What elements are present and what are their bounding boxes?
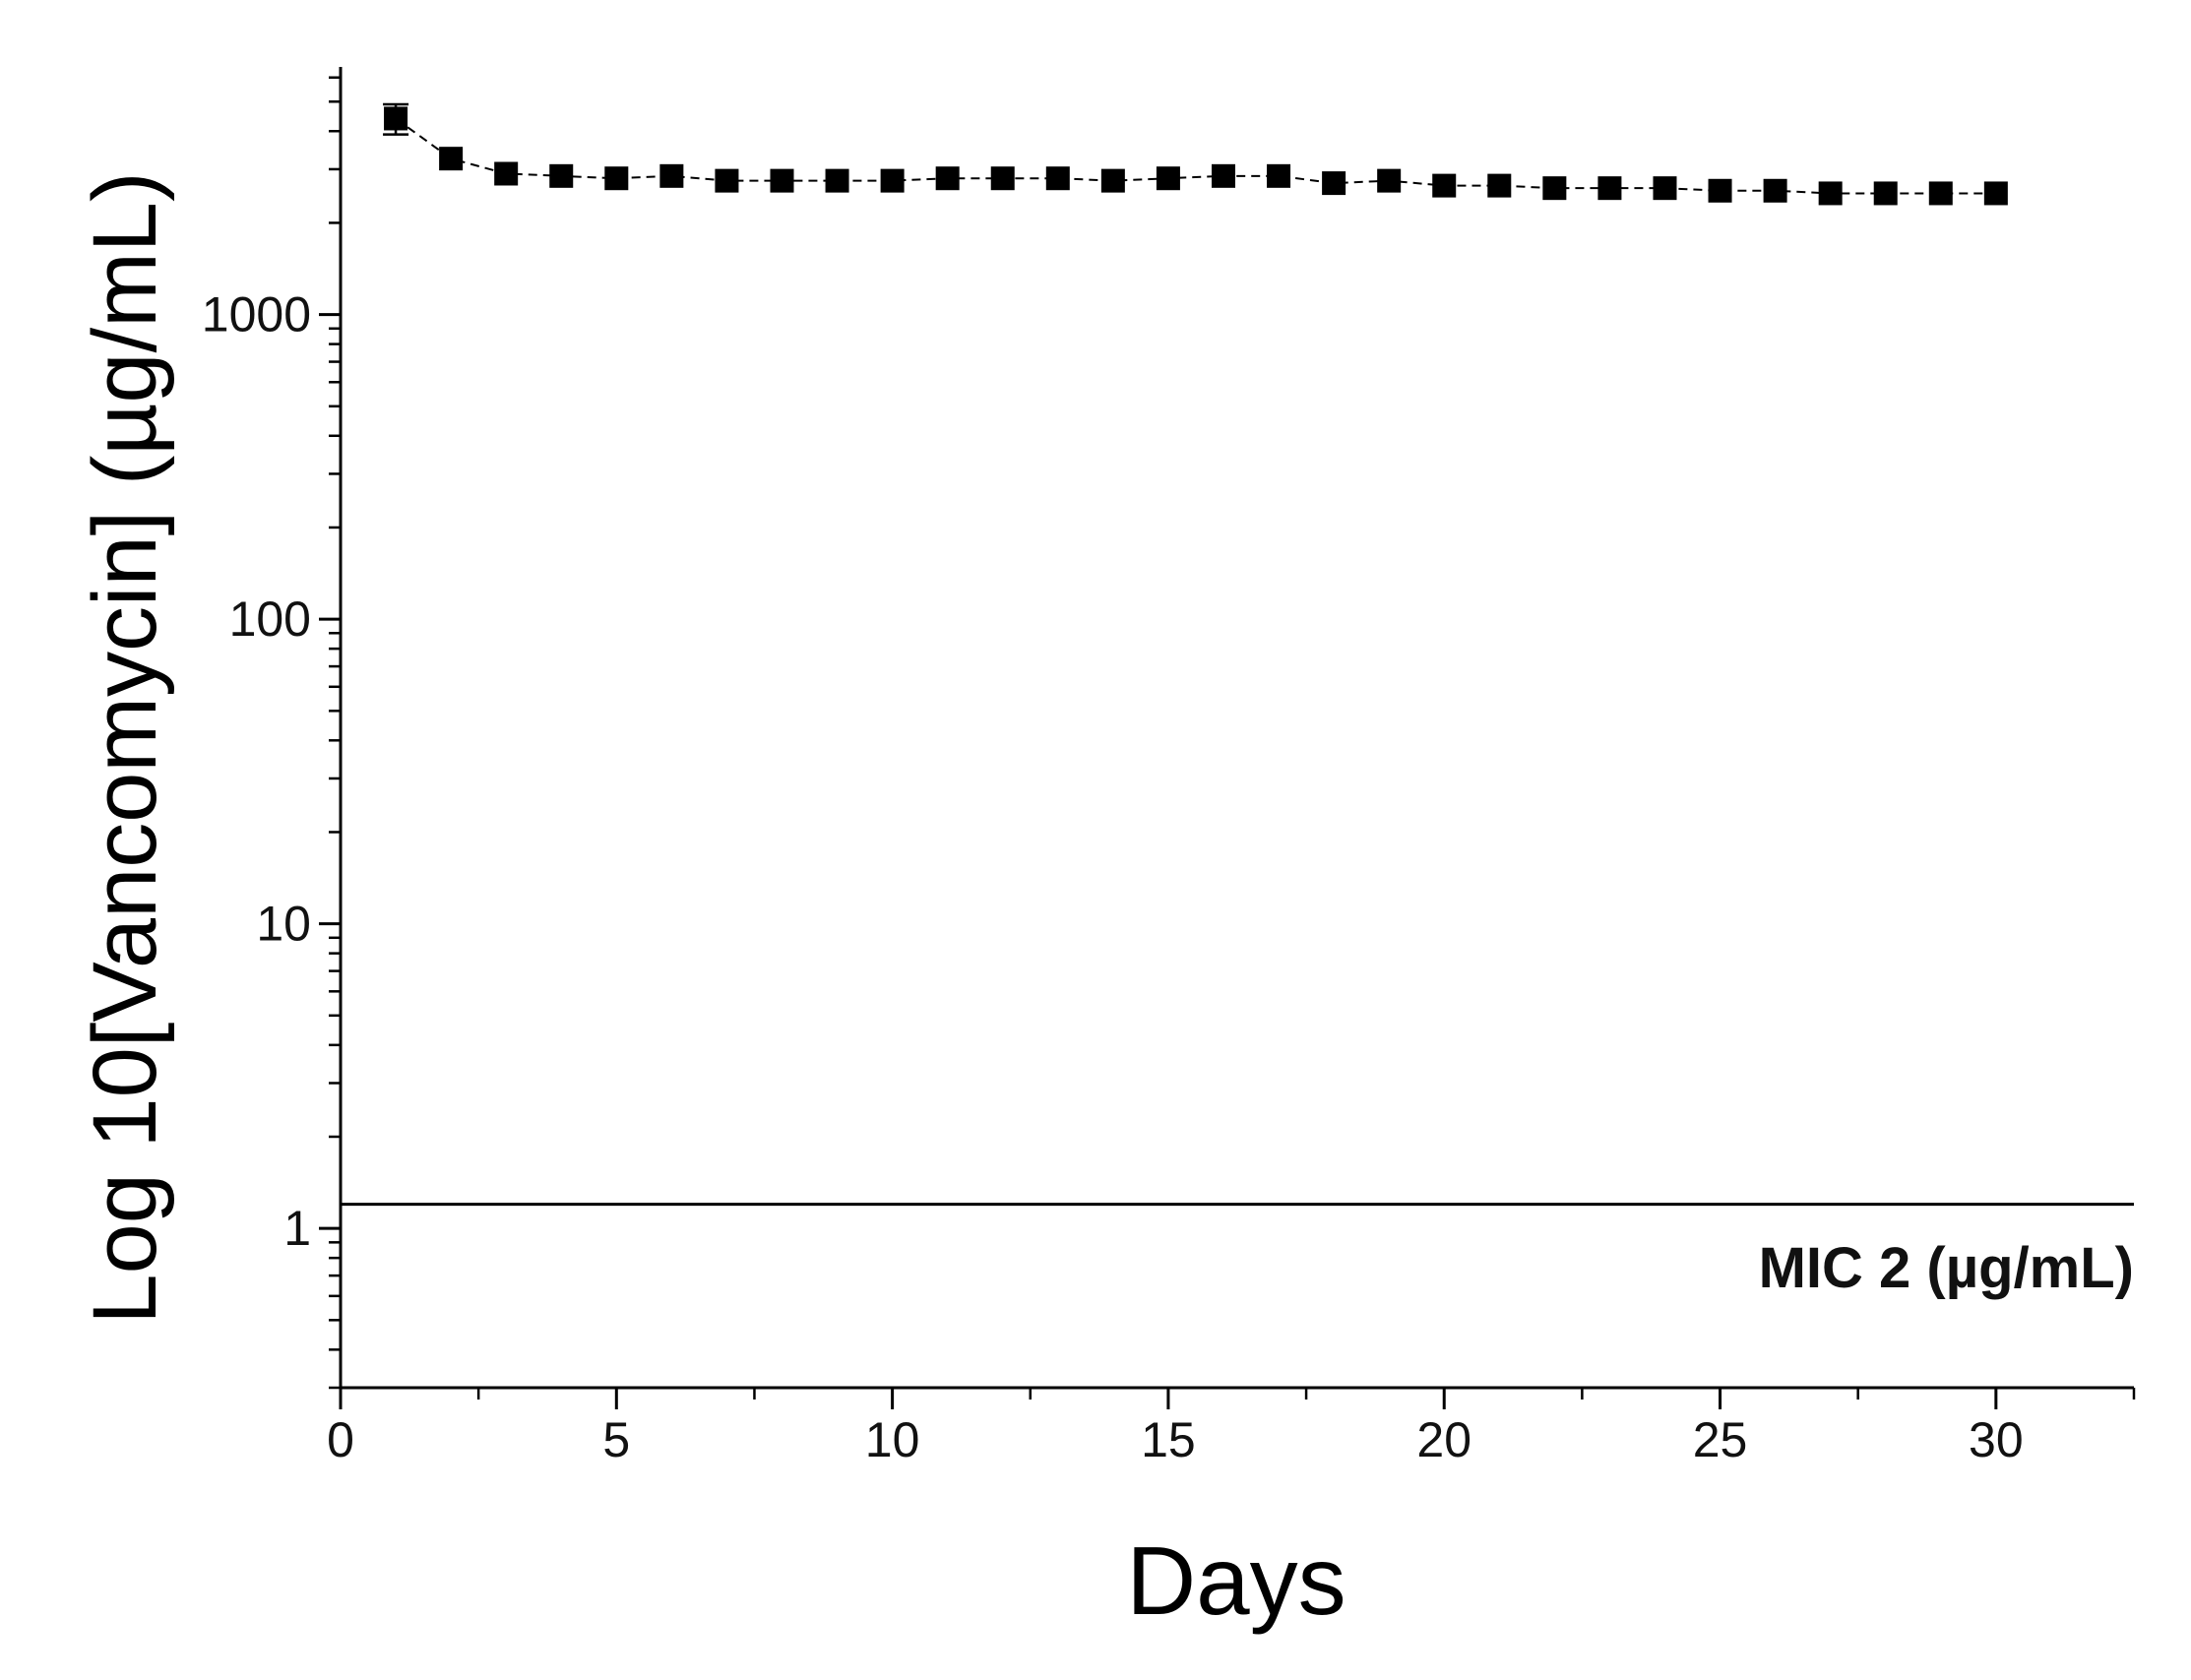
data-point [1377,168,1402,193]
data-point [825,168,849,193]
data-point [1542,176,1567,201]
data-point [770,168,794,193]
y-tick-label: 1 [283,1201,311,1256]
data-series [383,102,2008,206]
data-point [384,106,408,131]
data-point [494,161,519,186]
data-point [1322,171,1346,196]
data-point [1487,173,1512,198]
x-tick-label: 20 [1416,1412,1471,1467]
x-tick-label: 25 [1693,1412,1748,1467]
y-tick-label: 1000 [202,287,311,342]
data-point [715,168,739,193]
y-axis-title: Log 10[Vancomycin] (µg/mL) [75,171,175,1324]
y-tick-label: 100 [229,591,311,647]
x-tick-label: 10 [865,1412,920,1467]
data-point [1818,181,1843,206]
x-tick-label: 5 [602,1412,630,1467]
data-point [1156,166,1180,191]
data-point [1597,176,1622,201]
x-tick-label: 30 [1969,1412,2024,1467]
data-point [439,147,464,171]
data-point [1708,178,1732,203]
data-point [880,168,905,193]
data-point [549,163,574,188]
axes: 1 10 100 1000 0 5 10 15 20 25 30 [202,67,2136,1467]
data-point [1928,181,1953,206]
data-point [1432,173,1457,198]
data-point [1653,176,1677,201]
data-point [1045,166,1070,191]
data-point [1983,181,2008,206]
data-point [1763,178,1787,203]
data-point [1211,163,1235,188]
data-point [1873,181,1898,206]
data-point [1100,168,1125,193]
x-tick-label: 15 [1141,1412,1196,1467]
series-line [395,117,1996,195]
data-point [935,166,960,191]
data-point [1267,163,1291,188]
x-axis-title: Days [1126,1526,1346,1635]
data-point [659,163,684,188]
data-point [990,166,1015,191]
y-tick-label: 10 [256,897,311,952]
reference-line-label: MIC 2 (µg/mL) [1759,1236,2134,1300]
data-point [604,166,629,191]
x-tick-label: 0 [327,1412,354,1467]
